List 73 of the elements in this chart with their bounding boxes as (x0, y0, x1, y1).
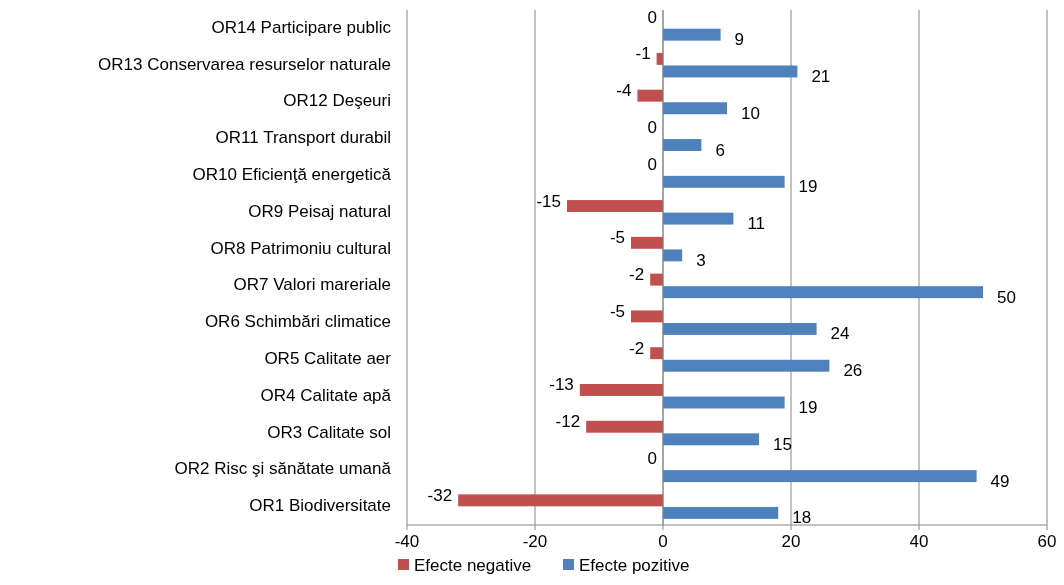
y-tick-label: OR7 Valori mareriale (233, 275, 391, 295)
data-label: 49 (990, 471, 1010, 491)
y-tick-label: OR12 Deşeuri (283, 91, 391, 111)
data-label: -1 (635, 44, 651, 64)
data-label: -15 (536, 191, 561, 211)
data-label: -13 (549, 375, 574, 395)
bar (663, 65, 798, 78)
data-label: 0 (647, 154, 657, 174)
x-tick-label: 40 (909, 532, 929, 551)
data-label: 19 (798, 177, 818, 197)
data-label: 0 (647, 117, 657, 137)
legend-label: Efecte negative (414, 556, 532, 575)
bar (663, 139, 702, 151)
data-label: -2 (629, 338, 645, 358)
y-tick-label: OR4 Calitate apă (260, 385, 392, 405)
bar (663, 506, 779, 519)
x-tick-label: 0 (658, 532, 668, 551)
x-tick-label: -20 (522, 532, 548, 551)
bar (663, 102, 727, 115)
bar (631, 236, 663, 249)
data-label: 18 (792, 508, 812, 528)
bar (567, 200, 663, 213)
y-tick-label: OR13 Conservarea resurselor naturale (98, 54, 391, 74)
bar (579, 384, 663, 396)
data-label: 26 (843, 361, 863, 381)
bar (663, 470, 977, 483)
bar (663, 322, 817, 335)
y-tick-label: OR8 Patrimoniu cultural (210, 238, 391, 258)
y-tick-label: OR6 Schimbări climatice (204, 312, 391, 332)
data-label: 24 (830, 324, 850, 344)
y-tick-label: OR5 Calitate aer (264, 348, 392, 368)
bar (663, 359, 830, 372)
bar (663, 286, 983, 299)
bar (650, 273, 663, 286)
bar (663, 175, 785, 188)
data-label: 11 (747, 214, 766, 234)
bar (631, 310, 663, 323)
data-label: 0 (647, 7, 657, 27)
data-label: -4 (616, 81, 632, 101)
data-label: -2 (629, 265, 645, 285)
bar (650, 347, 663, 360)
y-tick-label: OR10 Eficienţă energetică (192, 165, 392, 185)
y-tick-label: OR1 Biodiversitate (249, 496, 391, 516)
bar (663, 433, 759, 446)
data-label: 0 (647, 449, 657, 469)
bar (637, 89, 663, 102)
y-tick-label: OR14 Participare public (211, 17, 392, 37)
x-tick-label: 60 (1037, 532, 1057, 551)
data-label: 50 (997, 287, 1016, 307)
x-tick-label: -40 (394, 532, 420, 551)
bar (663, 396, 785, 409)
data-label: 19 (798, 398, 818, 418)
data-label: 3 (696, 250, 706, 270)
data-label: -5 (609, 228, 625, 248)
bar (458, 494, 663, 507)
data-label: 6 (715, 140, 725, 160)
y-tick-label: OR11 Transport durabil (215, 128, 391, 148)
legend-label: Efecte pozitive (579, 556, 690, 575)
data-label: 9 (734, 30, 745, 50)
bar (663, 249, 683, 262)
data-label: 10 (741, 103, 760, 123)
data-label: -12 (555, 412, 581, 432)
data-label: 15 (773, 434, 792, 454)
x-tick-label: 20 (781, 532, 801, 551)
bar (663, 28, 721, 41)
bar (586, 420, 663, 433)
data-label: -5 (609, 301, 625, 321)
bar (663, 212, 734, 225)
y-tick-label: OR3 Calitate sol (267, 422, 391, 442)
data-label: 21 (811, 66, 831, 86)
y-tick-label: OR9 Peisaj natural (248, 201, 391, 221)
y-tick-label: OR2 Risc şi sănătate umană (174, 459, 392, 479)
data-label: -32 (427, 485, 453, 505)
